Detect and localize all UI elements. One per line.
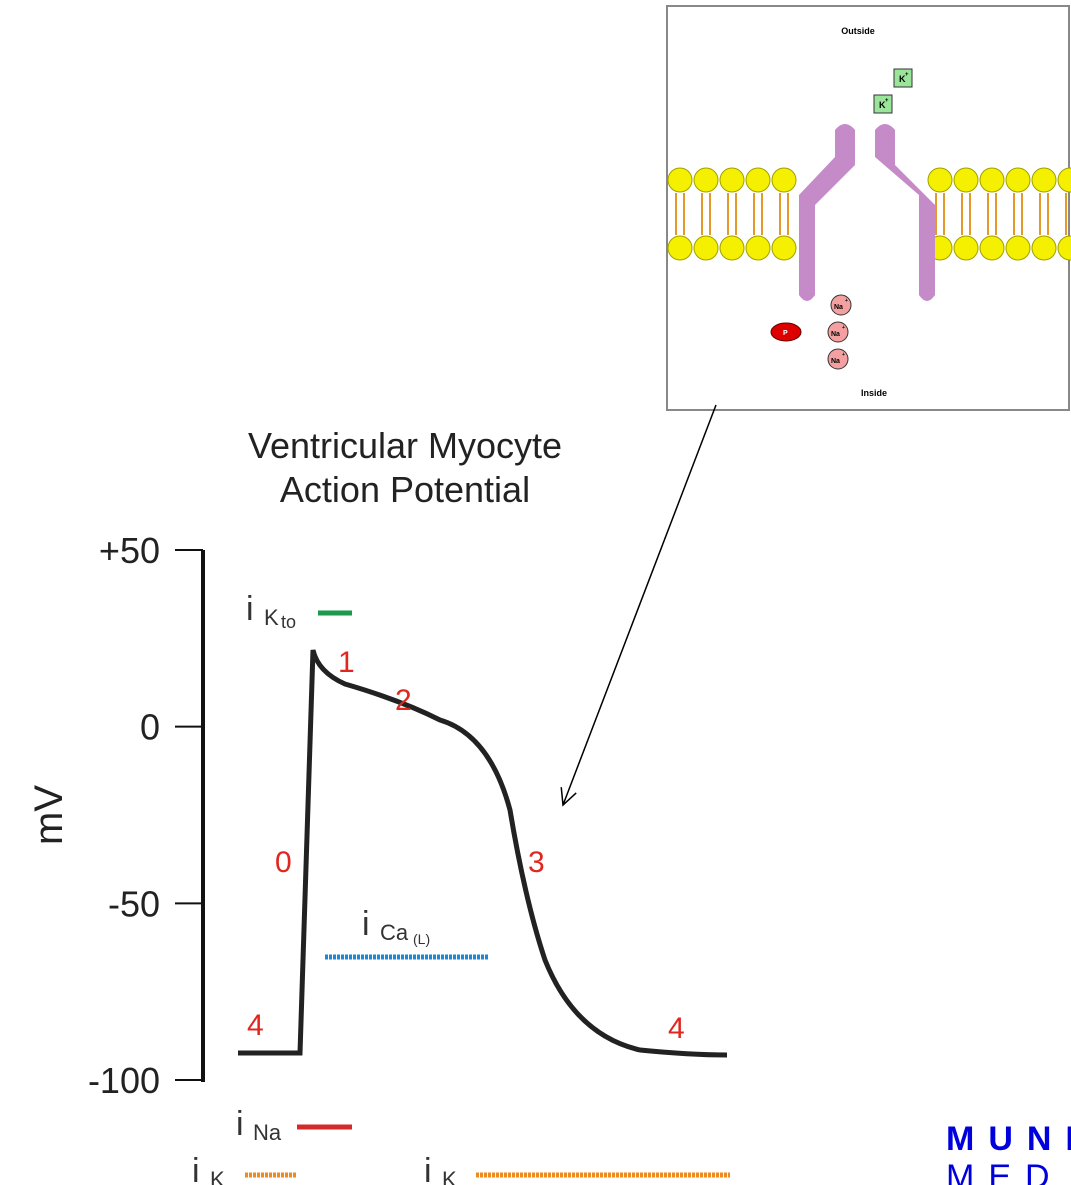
lipid-head [719, 167, 745, 193]
lipid-head [1005, 167, 1031, 193]
lipid-head [1031, 235, 1057, 261]
current-i: i [362, 905, 370, 943]
lipid-head [667, 235, 693, 261]
lipid-head [1031, 167, 1057, 193]
current-ion: Ca [380, 920, 409, 945]
logo: MUNI MED [946, 1120, 1071, 1185]
pointer-arrow [560, 404, 717, 807]
current-i: i [236, 1105, 244, 1143]
lipid-head [979, 167, 1005, 193]
y-tick-label: -50 [108, 883, 160, 924]
current-ion: K [264, 605, 279, 630]
ion-charge: + [885, 98, 889, 104]
outside-label: Outside [841, 26, 875, 36]
y-ticks: +50 0 -50 -100 [88, 530, 203, 1101]
phase-label: 3 [528, 846, 545, 879]
inside-label: Inside [861, 388, 887, 398]
lipid-bilayer [667, 167, 1071, 261]
k-ion: K + [873, 94, 893, 114]
current-i: i [192, 1152, 200, 1185]
phosphate-label: P [783, 330, 788, 337]
channel-inset: Outside Inside K + K + Na+ Na+ Na+ P [666, 5, 1071, 411]
logo-line: MUNI [946, 1120, 1071, 1158]
ion-label: Na [834, 304, 843, 311]
ion-label: Na [831, 358, 840, 365]
current-i: i [424, 1152, 432, 1185]
phase-label: 0 [275, 846, 292, 879]
na-ion: Na+ [827, 321, 849, 343]
lipid-head [745, 235, 771, 261]
logo-line: MED [946, 1158, 1064, 1185]
y-tick-label: 0 [140, 707, 160, 748]
lipid-head [667, 167, 693, 193]
ion-charge: + [845, 298, 848, 304]
current-ion: to [281, 612, 296, 632]
lipid-head [979, 235, 1005, 261]
ion-label: K [899, 74, 906, 84]
channel-right [875, 124, 935, 301]
lipid-head [771, 235, 797, 261]
lipid-head [953, 235, 979, 261]
phase-label: 1 [338, 646, 355, 679]
current-ion: K [210, 1167, 225, 1185]
ion-charge: + [842, 325, 845, 331]
lipid-head [693, 235, 719, 261]
lipid-head [693, 167, 719, 193]
inset-frame [666, 5, 1070, 411]
y-tick-label: +50 [99, 530, 160, 571]
lipid-head [745, 167, 771, 193]
ion-charge: + [905, 72, 909, 78]
lipid-head [771, 167, 797, 193]
phosphate: P [770, 322, 802, 342]
na-ion: Na+ [827, 348, 849, 370]
lipid-head [719, 235, 745, 261]
ap-trace [238, 649, 728, 1058]
channel-left [799, 124, 855, 301]
figure-title: Action Potential [280, 469, 530, 510]
ion-charge: + [842, 352, 845, 358]
y-axis-label: mV [27, 785, 71, 845]
ion-label: K [879, 100, 886, 110]
phase-label: 4 [668, 1012, 685, 1045]
lipid-head [1005, 235, 1031, 261]
phase-label: 2 [395, 684, 412, 717]
current-i: i [246, 590, 254, 628]
current-ion: Na [253, 1120, 282, 1145]
current-ion: (L) [413, 931, 430, 947]
phase-label: 4 [247, 1009, 264, 1042]
action-potential-figure: Ventricular Myocyte Action Potential mV … [27, 425, 730, 1185]
y-tick-label: -100 [88, 1060, 160, 1101]
ion-label: Na [831, 331, 840, 338]
na-ion: Na+ [830, 294, 852, 316]
current-ion: K [442, 1167, 457, 1185]
lipid-head [1057, 235, 1071, 261]
lipid-head [927, 167, 953, 193]
k-ion: K + [893, 68, 913, 88]
lipid-head [953, 167, 979, 193]
lipid-head [1057, 167, 1071, 193]
figure-title: Ventricular Myocyte [248, 425, 562, 466]
